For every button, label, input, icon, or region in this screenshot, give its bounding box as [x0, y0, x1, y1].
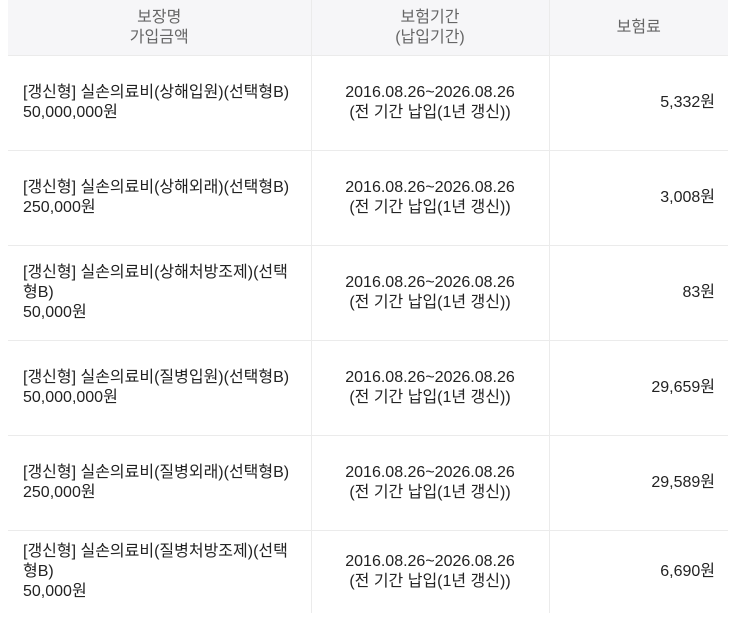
premium-cell: 6,690원 [549, 530, 728, 613]
header-amount: 가입금액 [129, 28, 189, 46]
header-period: 보험기간 (납입기간) [311, 0, 550, 56]
coverage-name: [갱신형] 실손의료비(질병입원)(선택형B) [23, 369, 290, 386]
premium-cell: 83원 [549, 245, 728, 341]
insurance-period: 2016.08.26~2026.08.26 [345, 464, 515, 481]
table-row: [갱신형] 실손의료비(상해입원)(선택형B) 50,000,000원 2016.0… [8, 55, 728, 151]
insurance-period: 2016.08.26~2026.08.26 [345, 274, 515, 291]
coverage-name: [갱신형] 실손의료비(상해입원)(선택형B) [23, 84, 290, 101]
coverage-name: [갱신형] 실손의료비(질병처방조제)(선택형B) [23, 543, 288, 580]
coverage-amount: 50,000,000원 [23, 104, 118, 121]
payment-period: (전 기간 납입(1년 갱신)) [349, 484, 511, 501]
premium-cell: 3,008원 [549, 150, 728, 246]
coverage-cell: [갱신형] 실손의료비(질병외래)(선택형B) 250,000원 [8, 435, 312, 531]
period-cell: 2016.08.26~2026.08.26 (전 기간 납입(1년 갱신)) [311, 530, 550, 613]
insurance-period: 2016.08.26~2026.08.26 [345, 553, 515, 570]
table-row: [갱신형] 실손의료비(상해처방조제)(선택형B) 50,000원 2016.08.… [8, 245, 728, 341]
period-cell: 2016.08.26~2026.08.26 (전 기간 납입(1년 갱신)) [311, 55, 550, 151]
period-cell: 2016.08.26~2026.08.26 (전 기간 납입(1년 갱신)) [311, 435, 550, 531]
coverage-amount: 50,000,000원 [23, 389, 118, 406]
insurance-period: 2016.08.26~2026.08.26 [345, 369, 515, 386]
header-period-label: 보험기간 [400, 8, 460, 26]
coverage-name: [갱신형] 실손의료비(질병외래)(선택형B) [23, 464, 290, 481]
coverage-amount: 50,000원 [23, 583, 87, 600]
payment-period: (전 기간 납입(1년 갱신)) [349, 104, 511, 121]
table-row: [갱신형] 실손의료비(상해외래)(선택형B) 250,000원 2016.08.2… [8, 150, 728, 246]
coverage-name: [갱신형] 실손의료비(상해외래)(선택형B) [23, 179, 290, 196]
header-coverage: 보장명 가입금액 [8, 0, 312, 56]
coverage-cell: [갱신형] 실손의료비(질병처방조제)(선택형B) 50,000원 [8, 530, 312, 613]
period-cell: 2016.08.26~2026.08.26 (전 기간 납입(1년 갱신)) [311, 340, 550, 436]
table-row: [갱신형] 실손의료비(질병외래)(선택형B) 250,000원 2016.08.2… [8, 435, 728, 531]
payment-period: (전 기간 납입(1년 갱신)) [349, 573, 511, 590]
period-cell: 2016.08.26~2026.08.26 (전 기간 납입(1년 갱신)) [311, 245, 550, 341]
period-cell: 2016.08.26~2026.08.26 (전 기간 납입(1년 갱신)) [311, 150, 550, 246]
coverage-name: [갱신형] 실손의료비(상해처방조제)(선택형B) [23, 264, 288, 301]
coverage-table: 보장명 가입금액 보험기간 (납입기간) 보험료 [갱신형] 실손의료비(상해입… [8, 0, 728, 613]
coverage-cell: [갱신형] 실손의료비(상해외래)(선택형B) 250,000원 [8, 150, 312, 246]
payment-period: (전 기간 납입(1년 갱신)) [349, 294, 511, 311]
insurance-period: 2016.08.26~2026.08.26 [345, 179, 515, 196]
table-header: 보장명 가입금액 보험기간 (납입기간) 보험료 [8, 0, 728, 56]
table-row: [갱신형] 실손의료비(질병입원)(선택형B) 50,000,000원 2016.0… [8, 340, 728, 436]
coverage-cell: [갱신형] 실손의료비(상해처방조제)(선택형B) 50,000원 [8, 245, 312, 341]
premium-cell: 29,589원 [549, 435, 728, 531]
coverage-amount: 250,000원 [23, 484, 96, 501]
premium-cell: 29,659원 [549, 340, 728, 436]
coverage-amount: 50,000원 [23, 304, 87, 321]
payment-period: (전 기간 납입(1년 갱신)) [349, 199, 511, 216]
coverage-cell: [갱신형] 실손의료비(상해입원)(선택형B) 50,000,000원 [8, 55, 312, 151]
coverage-cell: [갱신형] 실손의료비(질병입원)(선택형B) 50,000,000원 [8, 340, 312, 436]
payment-period: (전 기간 납입(1년 갱신)) [349, 389, 511, 406]
insurance-period: 2016.08.26~2026.08.26 [345, 84, 515, 101]
header-payment-period: (납입기간) [395, 28, 465, 46]
table-row: [갱신형] 실손의료비(질병처방조제)(선택형B) 50,000원 2016.08.… [8, 530, 728, 613]
premium-cell: 5,332원 [549, 55, 728, 151]
header-coverage-name: 보장명 [137, 8, 182, 26]
header-premium: 보험료 [549, 0, 728, 56]
coverage-amount: 250,000원 [23, 199, 96, 216]
